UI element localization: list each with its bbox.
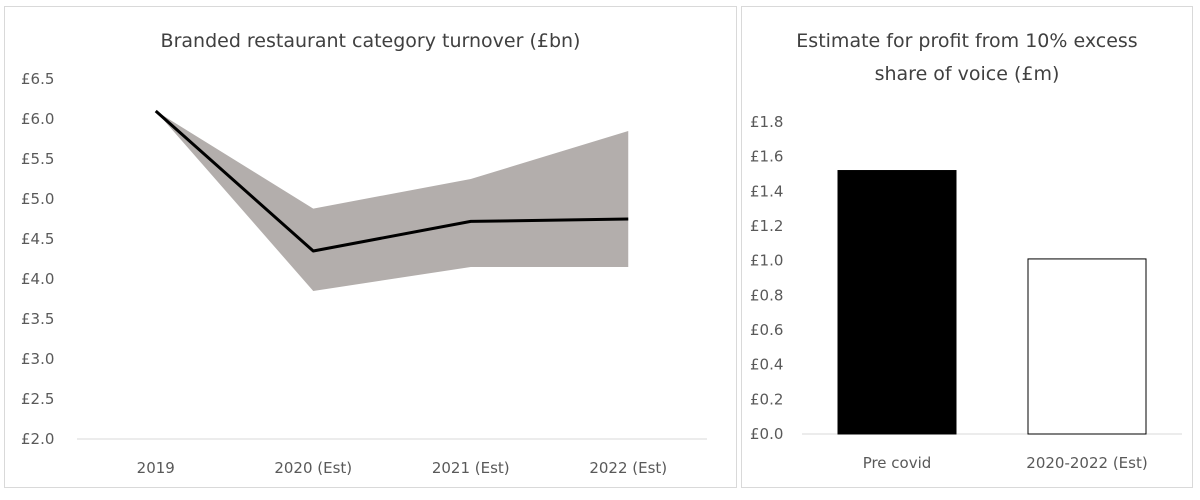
x-tick-label: 2021 (Est)	[432, 459, 510, 477]
x-tick-label: 2019	[137, 459, 175, 477]
y-tick-label: £6.0	[21, 110, 54, 128]
y-tick-label: £2.5	[21, 390, 54, 408]
y-tick-label: £2.0	[21, 430, 54, 448]
y-tick-label: £5.0	[21, 190, 54, 208]
y-tick-label: £1.4	[750, 182, 783, 200]
bar	[837, 170, 957, 435]
y-tick-label: £1.0	[750, 252, 783, 270]
bar-chart-panel: Estimate for profit from 10% excess shar…	[741, 6, 1193, 488]
y-tick-label: £3.0	[21, 350, 54, 368]
y-tick-label: £1.8	[750, 113, 783, 131]
line-chart: £2.0 £2.5 £3.0 £3.5 £4.0 £4.5 £5.0 £5.5 £6.0 £6.5…	[21, 70, 707, 477]
y-tick-label: £4.5	[21, 230, 54, 248]
x-tick-label: Pre covid	[863, 454, 932, 472]
y-tick-label: £0.6	[750, 321, 783, 339]
y-tick-label: £0.0	[750, 425, 783, 443]
line-chart-panel: Branded restaurant category turnover (£b…	[4, 6, 737, 488]
range-band	[155, 111, 629, 291]
y-tick-label: £4.0	[21, 270, 54, 288]
y-tick-label: £6.5	[21, 70, 54, 88]
series-line	[154, 109, 629, 253]
x-tick-label: 2020 (Est)	[274, 459, 352, 477]
y-tick-label: £1.6	[750, 148, 783, 166]
y-tick-label: £5.5	[21, 150, 54, 168]
y-tick-label: £0.4	[750, 356, 783, 374]
bar-chart: £0.0 £0.2 £0.4 £0.6 £0.8 £1.0 £1.2 £1.4 £1.6 £1.8…	[750, 113, 1182, 472]
bar-chart-title: Estimate for profit from 10% excess shar…	[796, 30, 1138, 85]
y-tick-label: £0.8	[750, 286, 783, 304]
bar	[1027, 258, 1147, 435]
x-tick-label: 2020-2022 (Est)	[1026, 454, 1147, 472]
x-tick-label: 2022 (Est)	[589, 459, 667, 477]
y-tick-label: £3.5	[21, 310, 54, 328]
y-tick-label: £0.2	[750, 390, 783, 408]
y-tick-label: £1.2	[750, 217, 783, 235]
line-chart-title: Branded restaurant category turnover (£b…	[160, 30, 581, 52]
